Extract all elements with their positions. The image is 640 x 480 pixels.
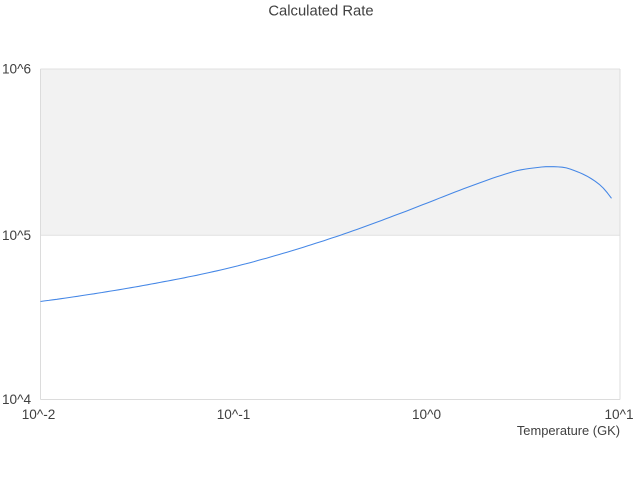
- svg-text:Temperature (GK): Temperature (GK): [517, 423, 620, 438]
- svg-text:10^6: 10^6: [2, 62, 31, 77]
- svg-text:10^-1: 10^-1: [217, 407, 251, 422]
- svg-text:10^4: 10^4: [2, 392, 31, 407]
- svg-text:10^5: 10^5: [2, 228, 31, 243]
- svg-text:Calculated Rate: Calculated Rate: [268, 3, 373, 19]
- svg-text:10^-2: 10^-2: [22, 407, 56, 422]
- svg-text:10^0: 10^0: [412, 407, 441, 422]
- svg-text:10^1: 10^1: [604, 407, 633, 422]
